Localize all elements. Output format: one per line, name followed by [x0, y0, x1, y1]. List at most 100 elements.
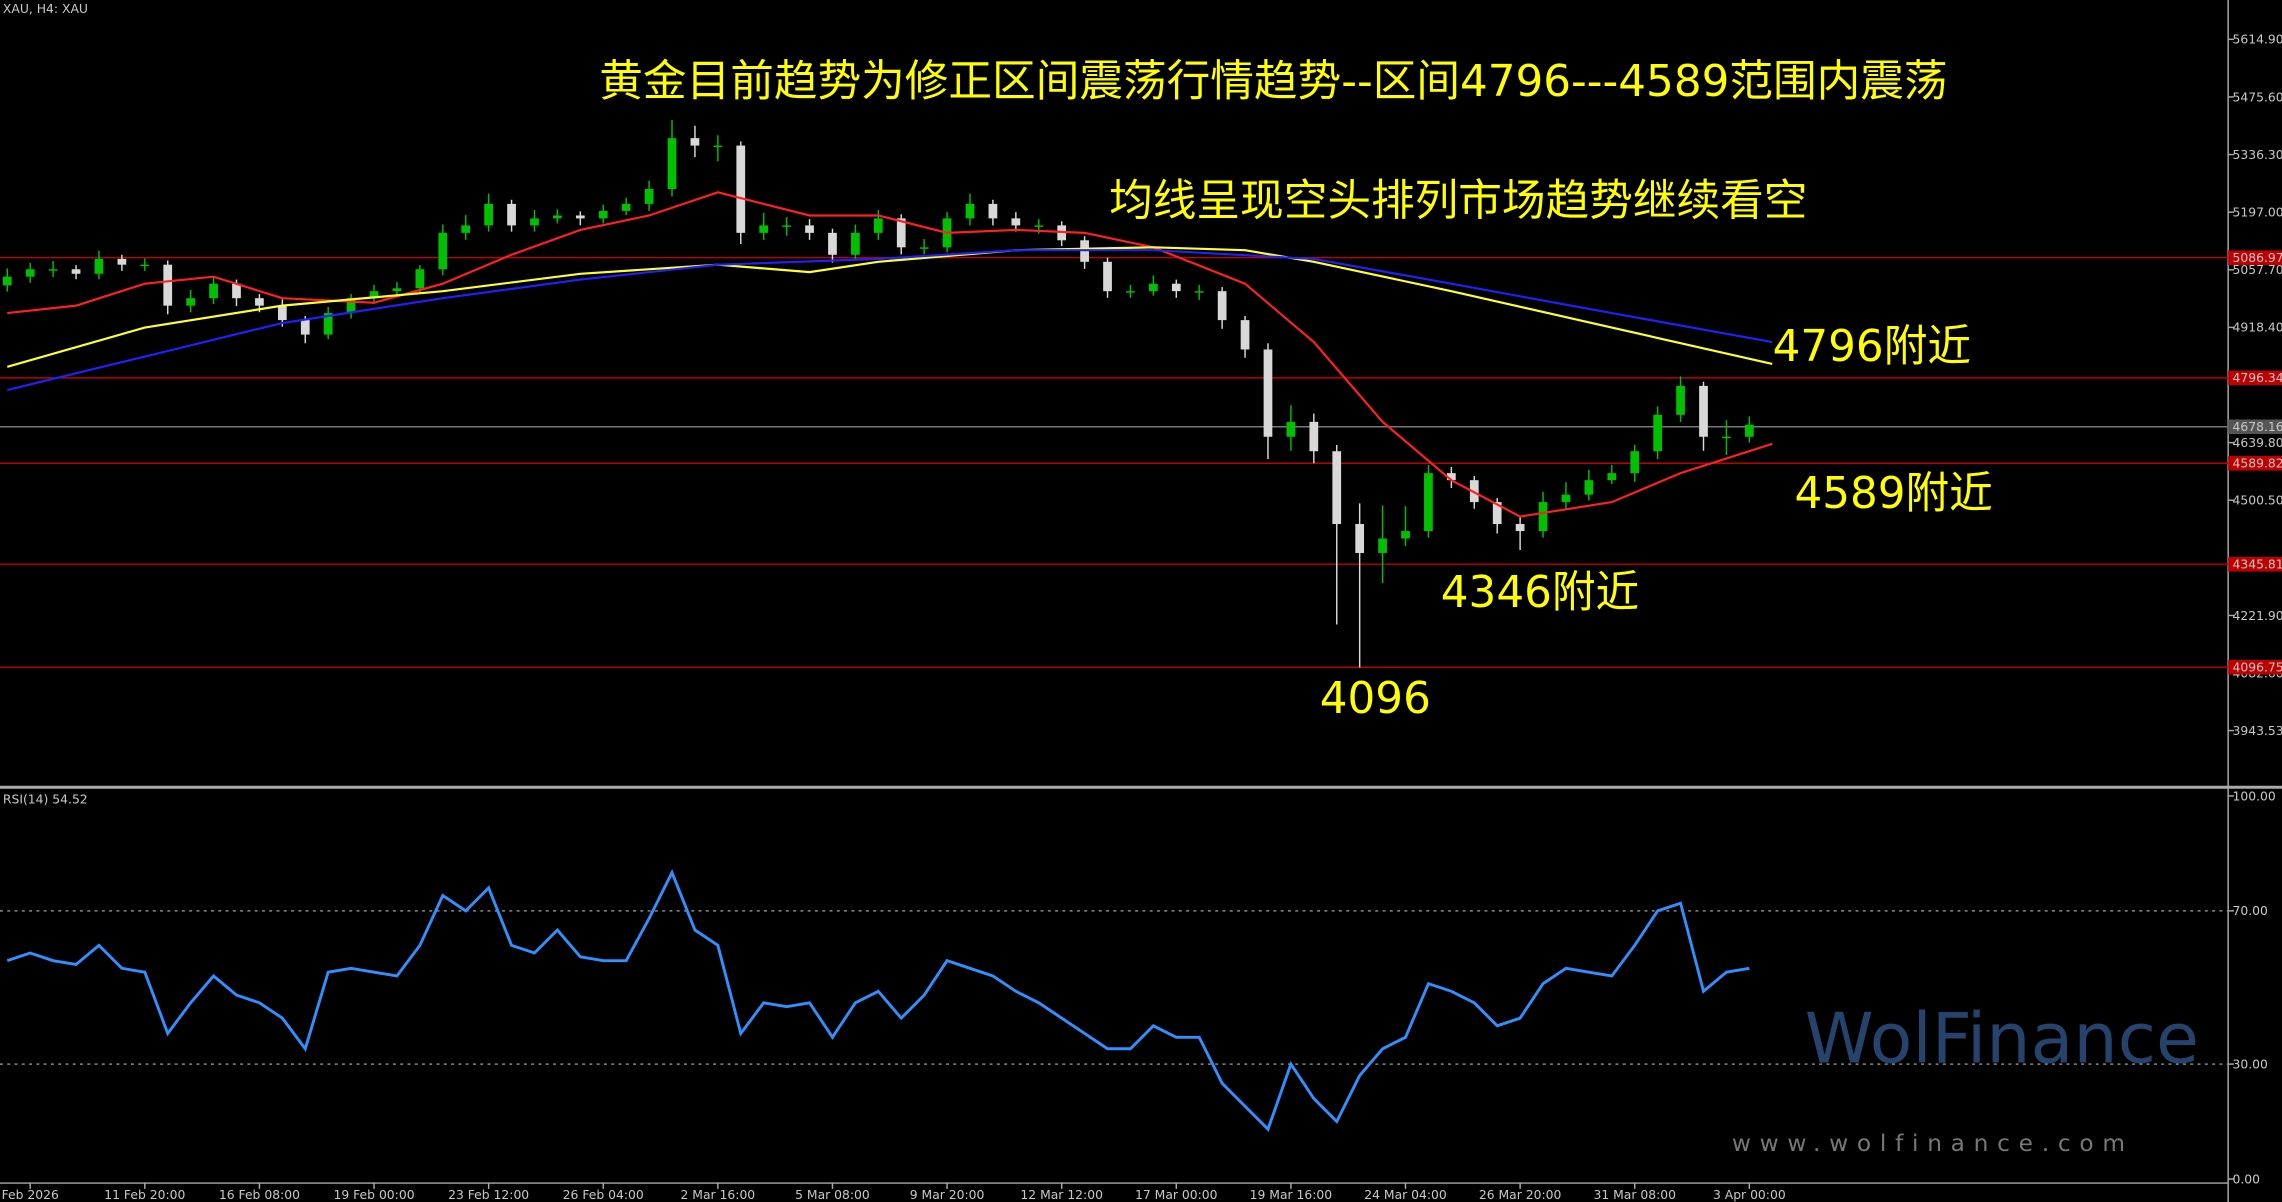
candle-body	[323, 313, 333, 335]
y-tick-label: 5057.70	[2233, 263, 2282, 277]
candle-body	[1722, 436, 1731, 439]
y-tick-label: 4221.90	[2233, 609, 2282, 623]
x-tick-label: 12 Mar 12:00	[1020, 1188, 1103, 1202]
level-tag	[2228, 456, 2282, 471]
candle-body	[759, 225, 769, 233]
candle-body	[1011, 218, 1021, 226]
candle-body	[965, 203, 975, 219]
watermark-url: www.wolfinance.com	[1732, 1130, 2134, 1157]
candle-body	[461, 225, 471, 233]
current-price-tag	[2228, 419, 2282, 435]
level-label: 4796.34	[2233, 371, 2282, 385]
x-tick-label: 19 Feb 00:00	[333, 1188, 414, 1202]
candle-body	[690, 138, 700, 146]
rsi-line	[6, 868, 1750, 1132]
moving-average	[7, 249, 1773, 392]
y-tick-label: 0.00	[2233, 1172, 2261, 1186]
candle-body	[25, 269, 35, 277]
candle-body	[1401, 531, 1410, 539]
annotation: 4346附近	[1441, 567, 1639, 618]
candle-body	[2, 276, 12, 286]
candle-body	[1217, 291, 1227, 321]
candle-body	[1515, 524, 1525, 532]
candle-body	[369, 291, 379, 299]
candle-body	[553, 215, 562, 219]
candle-body	[1126, 291, 1135, 293]
x-tick-label: 23 Feb 12:00	[448, 1188, 529, 1202]
x-tick-label: 3 Apr 00:00	[1713, 1188, 1786, 1202]
candle-body	[94, 258, 104, 274]
candle-body	[1171, 283, 1181, 292]
candle-body	[1446, 473, 1456, 481]
candle-body	[851, 232, 860, 255]
candle-body	[575, 215, 585, 219]
candle-body	[1149, 283, 1158, 292]
x-tick-label: 24 Mar 04:00	[1364, 1188, 1447, 1202]
chart-subtitle: 均线呈现空头排列市场趋势继续看空	[1109, 175, 1807, 226]
candle-body	[300, 320, 310, 335]
candle-body	[346, 298, 356, 314]
candle-body	[48, 269, 58, 271]
candle-body	[209, 283, 218, 299]
candle-body	[1309, 421, 1319, 452]
candle-body	[1240, 320, 1250, 350]
moving-average	[6, 246, 1773, 368]
candle-body	[1699, 385, 1708, 437]
candle-body	[140, 264, 150, 267]
y-tick-label: 4500.50	[2233, 494, 2282, 508]
x-tick-label: 11 Feb 20:00	[104, 1188, 185, 1202]
candle-body	[1263, 349, 1273, 437]
candle-body	[117, 258, 127, 265]
annotation: 4096	[1320, 673, 1431, 724]
x-tick-label: 5 Mar 08:00	[795, 1188, 870, 1202]
annotation: 4796附近	[1773, 321, 1971, 372]
candle-body	[736, 145, 746, 233]
x-tick-label: 19 Mar 16:00	[1250, 1188, 1333, 1202]
x-tick-label: 17 Mar 00:00	[1135, 1188, 1218, 1202]
x-tick-label: Feb 2026	[2, 1188, 59, 1202]
y-tick-label: 5475.60	[2233, 90, 2282, 104]
y-tick-label: 100.00	[2233, 789, 2276, 803]
y-tick-label: 3943.53	[2233, 724, 2282, 738]
y-tick-label: 5336.30	[2233, 148, 2282, 162]
candle-body	[644, 189, 654, 204]
candle-body	[1653, 414, 1663, 452]
candle-body	[828, 232, 837, 255]
candle-body	[507, 203, 516, 226]
level-tag	[2228, 659, 2282, 675]
candle-body	[1378, 538, 1387, 553]
x-tick-label: 31 Mar 08:00	[1593, 1188, 1676, 1202]
candle-body	[484, 203, 494, 226]
candle-body	[232, 283, 241, 299]
level-label: 4096.75	[2233, 661, 2282, 675]
level-tag	[2228, 370, 2282, 386]
candle-body	[782, 225, 791, 227]
candle-body	[988, 203, 998, 219]
candle-body	[919, 247, 929, 249]
candle-body	[873, 218, 883, 233]
annotation: 4589附近	[1794, 468, 1992, 519]
y-tick-label: 4639.80	[2233, 436, 2282, 450]
y-tick-label: 30.00	[2233, 1057, 2269, 1071]
level-label: 5086.97	[2233, 251, 2282, 265]
chart-title: 黄金目前趋势为修正区间震荡行情趋势--区间4796---4589范围内震荡	[599, 56, 1947, 107]
candle-body	[415, 269, 425, 289]
candle-body	[598, 210, 608, 219]
candle-body	[71, 269, 81, 274]
level-label: 4345.81	[2233, 558, 2282, 572]
x-tick-label: 16 Feb 08:00	[219, 1188, 300, 1202]
candle-body	[255, 298, 264, 306]
rsi-label: RSI(14) 54.52	[3, 792, 88, 806]
candle-body	[713, 145, 723, 148]
y-tick-label: 4918.40	[2233, 321, 2282, 335]
candle-body	[1332, 451, 1342, 525]
candle-body	[805, 225, 814, 233]
candle-body	[1424, 473, 1433, 532]
x-tick-label: 26 Mar 20:00	[1479, 1188, 1562, 1202]
candle-body	[392, 288, 402, 292]
y-tick-label: 5197.00	[2233, 206, 2282, 220]
candle-body	[1286, 421, 1296, 437]
candle-body	[896, 218, 906, 248]
